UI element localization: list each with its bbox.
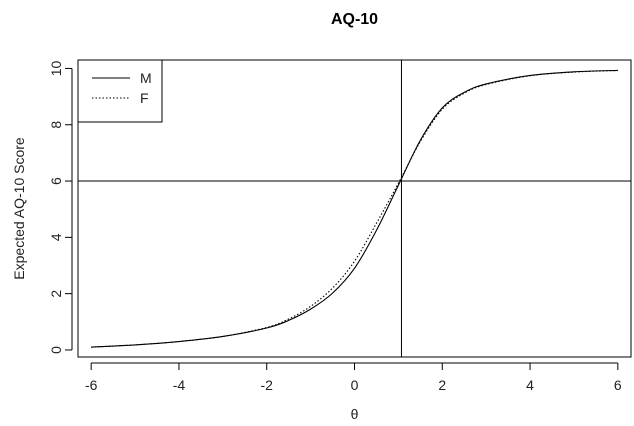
y-tick-label: 8 <box>48 121 64 129</box>
legend-label-f: F <box>140 90 149 106</box>
x-axis-title: θ <box>351 406 359 422</box>
chart-title: AQ-10 <box>331 11 378 28</box>
y-axis-title: Expected AQ-10 Score <box>11 137 27 280</box>
x-tick-label: 2 <box>438 377 446 393</box>
y-tick-label: 10 <box>48 60 64 76</box>
plot-frame <box>77 59 632 358</box>
y-tick-label: 0 <box>48 346 64 354</box>
legend-box <box>77 59 163 123</box>
y-tick-label: 4 <box>48 233 64 241</box>
y-tick-label: 2 <box>48 290 64 298</box>
series-line-m <box>91 69 618 348</box>
legend-label-m: M <box>140 70 152 86</box>
plot-area <box>78 60 631 357</box>
axes: -6 -4 -2 0 2 4 6 0 2 4 6 8 10 <box>48 60 622 393</box>
y-tick-label: 6 <box>48 177 64 185</box>
x-tick-label: 4 <box>526 377 534 393</box>
x-tick-label: 6 <box>614 377 622 393</box>
x-tick-label: -2 <box>260 377 273 393</box>
legend: MF <box>77 59 163 123</box>
series-line-f <box>91 69 618 348</box>
x-tick-label: -6 <box>85 377 98 393</box>
x-tick-label: 0 <box>351 377 359 393</box>
x-tick-label: -4 <box>173 377 186 393</box>
